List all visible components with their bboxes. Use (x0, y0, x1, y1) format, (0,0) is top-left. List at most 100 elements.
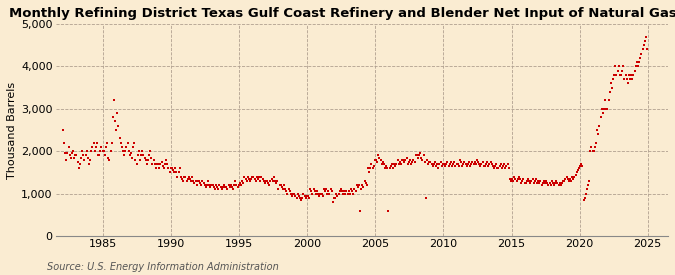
Point (632, 64, 643, 68)
Point (315, 191, 326, 196)
Point (398, 158, 408, 162)
Point (593, 132, 603, 136)
Point (408, 158, 418, 162)
Point (90, 145, 101, 149)
Point (537, 181, 548, 185)
Point (96, 145, 107, 149)
Point (601, 106, 612, 111)
Point (250, 179, 261, 183)
Point (634, 60, 645, 64)
Point (574, 166, 585, 170)
Point (329, 196, 340, 200)
Point (572, 168, 583, 172)
Point (382, 166, 393, 170)
Point (460, 162, 471, 166)
Point (624, 77, 635, 81)
Point (80, 153, 91, 158)
Point (74, 162, 85, 166)
Point (163, 166, 173, 170)
Point (516, 181, 526, 185)
Point (214, 183, 225, 187)
Point (497, 164, 508, 168)
Point (423, 162, 433, 166)
Title: Monthly Refining District Texas Gulf Coast Refinery and Blender Net Input of Nat: Monthly Refining District Texas Gulf Coa… (9, 7, 675, 20)
Point (422, 158, 433, 162)
Point (582, 187, 593, 192)
Point (117, 149, 128, 153)
Point (459, 160, 470, 164)
Point (521, 179, 532, 183)
Point (497, 166, 508, 170)
Point (567, 174, 578, 179)
Point (255, 179, 266, 183)
Point (169, 170, 180, 175)
Point (67, 151, 78, 155)
Point (257, 177, 268, 181)
Point (115, 141, 126, 145)
Point (111, 128, 122, 132)
Point (205, 185, 216, 189)
Point (439, 162, 450, 166)
Point (580, 191, 591, 196)
Point (151, 166, 161, 170)
Point (504, 166, 514, 170)
Point (77, 149, 88, 153)
Point (329, 196, 340, 200)
Point (592, 128, 603, 132)
Point (269, 179, 280, 183)
Point (261, 179, 271, 183)
Point (454, 158, 465, 162)
Point (230, 179, 241, 183)
Point (404, 158, 415, 162)
Point (131, 162, 142, 166)
Point (526, 179, 537, 183)
Point (199, 183, 210, 187)
Point (491, 162, 502, 166)
Point (411, 153, 422, 158)
Point (394, 160, 405, 164)
Point (419, 160, 430, 164)
Point (71, 153, 82, 158)
Point (532, 181, 543, 185)
Point (216, 187, 227, 192)
Point (184, 177, 195, 181)
Point (94, 153, 105, 158)
Point (620, 73, 631, 77)
Point (309, 189, 320, 194)
Point (209, 185, 219, 189)
Point (385, 164, 396, 168)
Point (286, 191, 296, 196)
Point (280, 187, 291, 192)
Point (152, 162, 163, 166)
Point (536, 183, 547, 187)
Point (367, 166, 378, 170)
Point (308, 187, 319, 192)
Point (307, 191, 318, 196)
Point (59, 141, 70, 145)
Point (552, 181, 563, 185)
Point (227, 185, 238, 189)
Point (335, 187, 346, 192)
Point (271, 181, 281, 185)
Point (571, 170, 582, 175)
Point (429, 162, 439, 166)
Point (140, 158, 151, 162)
Point (429, 160, 440, 164)
Point (61, 158, 72, 162)
Point (198, 181, 209, 185)
Point (332, 194, 343, 198)
Point (425, 160, 436, 164)
Point (412, 155, 423, 160)
Point (436, 164, 447, 168)
Point (578, 198, 589, 202)
Point (240, 177, 251, 181)
Point (144, 153, 155, 158)
Point (171, 170, 182, 175)
Point (282, 191, 293, 196)
Point (153, 162, 163, 166)
Point (417, 158, 428, 162)
Point (539, 181, 550, 185)
Point (207, 183, 218, 187)
Point (599, 106, 610, 111)
Point (340, 191, 351, 196)
